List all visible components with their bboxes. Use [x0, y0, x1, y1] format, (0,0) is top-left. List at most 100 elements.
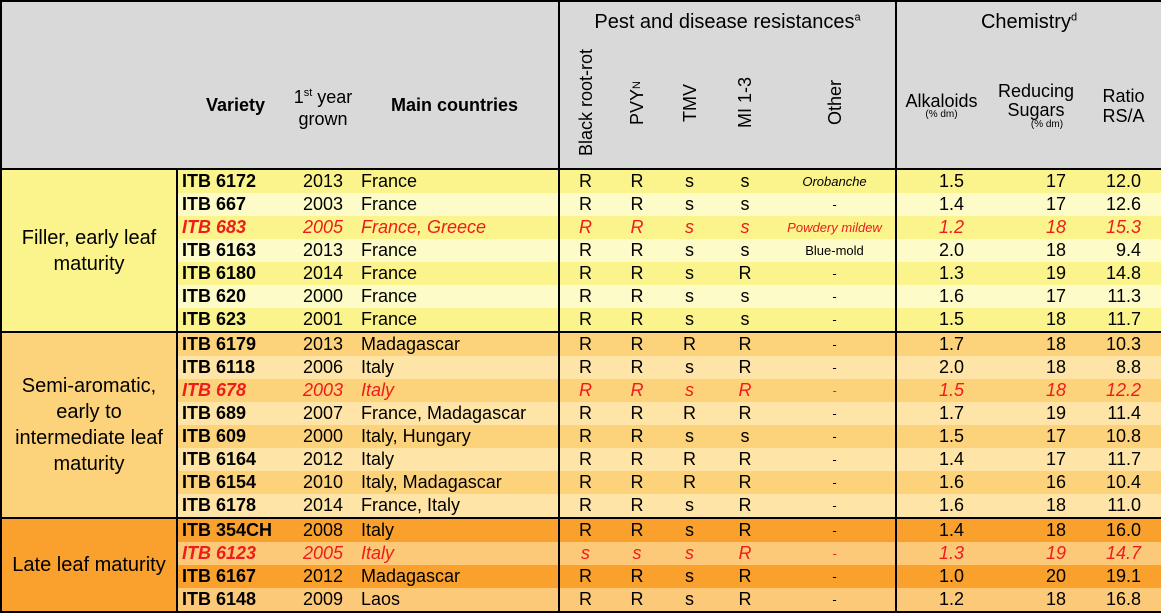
- alkaloids-value: 2.0: [895, 356, 986, 379]
- black-root-rot-value: R: [558, 262, 611, 285]
- year-grown: 2000: [289, 285, 357, 308]
- other-resistance: -: [774, 193, 896, 216]
- black-root-rot-value: R: [558, 308, 611, 333]
- other-column-header: Other: [774, 43, 896, 170]
- tmv-column-header: TMV: [663, 43, 716, 170]
- alkaloids-value: 1.4: [895, 448, 986, 471]
- tmv-value: s: [663, 262, 716, 285]
- chemistry-footnote: d: [1070, 11, 1078, 24]
- table-body: Filler, early leaf maturity ITB 6172 2013 F…: [0, 168, 1161, 613]
- main-countries: France: [357, 239, 559, 262]
- group-column-header: [0, 43, 177, 170]
- black-root-rot-value: R: [558, 588, 611, 613]
- year-grown: 2006: [289, 356, 357, 379]
- year-grown: 2003: [289, 379, 357, 402]
- black-root-rot-value: s: [558, 542, 611, 565]
- mi-value: R: [716, 471, 774, 494]
- reducing-sugars-value: 17: [986, 285, 1086, 308]
- mi-value: R: [716, 379, 774, 402]
- ratio-value: 12.6: [1086, 193, 1161, 216]
- reducing-sugars-value: 18: [986, 308, 1086, 333]
- alkaloids-value: 1.6: [895, 471, 986, 494]
- table-row: ITB 6154 2010 Italy, Madagascar R R R R -1.6 16 1…: [1, 471, 1161, 494]
- alkaloids-value: 1.3: [895, 262, 986, 285]
- table-row: ITB 6123 2005 Italy s s s R -1.3 19 14.7: [1, 542, 1161, 565]
- reducing-sugars-value: 19: [986, 262, 1086, 285]
- alkaloids-value: 1.0: [895, 565, 986, 588]
- pest-resistance-footnote: a: [854, 11, 861, 24]
- pvy-value: R: [611, 285, 663, 308]
- variety-name: ITB 6167: [176, 565, 289, 588]
- mi-value: s: [716, 169, 774, 193]
- alkaloids-value: 1.5: [895, 169, 986, 193]
- variety-name: ITB 678: [176, 379, 289, 402]
- mi-value: s: [716, 285, 774, 308]
- pvy-value: R: [611, 332, 663, 356]
- chemistry-header: Chemistryd: [894, 0, 1161, 43]
- black-root-rot-value: R: [558, 193, 611, 216]
- other-resistance: -: [774, 402, 896, 425]
- reducing-sugars-value: 17: [986, 448, 1086, 471]
- pvy-value: R: [611, 518, 663, 542]
- variety-name: ITB 6172: [176, 169, 289, 193]
- alkaloids-value: 1.5: [895, 308, 986, 333]
- year-grown: 2001: [289, 308, 357, 333]
- ratio-value: 11.7: [1086, 448, 1161, 471]
- pest-resistance-header: Pest and disease resistancesa: [558, 0, 896, 43]
- other-resistance: -: [774, 425, 896, 448]
- mi-value: s: [716, 216, 774, 239]
- reducing-sugars-value: 19: [986, 402, 1086, 425]
- table-row: ITB 689 2007 France, Madagascar R R R R -1.7 19 1…: [1, 402, 1161, 425]
- pvy-value: s: [611, 542, 663, 565]
- year-grown: 2000: [289, 425, 357, 448]
- pvy-value: R: [611, 379, 663, 402]
- ratio-value: 10.3: [1086, 332, 1161, 356]
- ratio-value: 16.8: [1086, 588, 1161, 613]
- group-label: Late leaf maturity: [0, 517, 177, 613]
- pvy-value: R: [611, 448, 663, 471]
- main-countries: Italy: [357, 518, 559, 542]
- black-root-rot-value: R: [558, 402, 611, 425]
- ratio-value: 15.3: [1086, 216, 1161, 239]
- pvy-column-header: PVYN: [611, 43, 663, 170]
- ratio-value: 11.4: [1086, 402, 1161, 425]
- black-root-rot-column-header: Black root-rot: [558, 43, 611, 170]
- other-resistance: -: [774, 448, 896, 471]
- tmv-value: s: [663, 379, 716, 402]
- ratio-value: 12.2: [1086, 379, 1161, 402]
- alkaloids-value: 1.2: [895, 588, 986, 613]
- black-root-rot-value: R: [558, 425, 611, 448]
- variety-name: ITB 6178: [176, 494, 289, 519]
- black-root-rot-value: R: [558, 494, 611, 519]
- main-countries: France: [357, 308, 559, 333]
- tmv-value: s: [663, 308, 716, 333]
- other-resistance: -: [774, 356, 896, 379]
- tmv-value: s: [663, 425, 716, 448]
- ratio-value: 10.8: [1086, 425, 1161, 448]
- tmv-value: s: [663, 216, 716, 239]
- reducing-sugars-value: 16: [986, 471, 1086, 494]
- reducing-sugars-value: 19: [986, 542, 1086, 565]
- group-label: Filler, early leaf maturity: [0, 168, 177, 333]
- pvy-value: R: [611, 356, 663, 379]
- alkaloids-value: 1.4: [895, 193, 986, 216]
- reducing-sugars-value: 18: [986, 588, 1086, 613]
- tmv-value: R: [663, 402, 716, 425]
- main-countries: France: [357, 262, 559, 285]
- main-countries: France, Greece: [357, 216, 559, 239]
- other-resistance: -: [774, 542, 896, 565]
- reducing-sugars-column-header: Reducing Sugars (% dm): [986, 43, 1086, 170]
- alkaloids-value: 2.0: [895, 239, 986, 262]
- year-grown: 2013: [289, 332, 357, 356]
- main-countries: Madagascar: [357, 565, 559, 588]
- mi-value: s: [716, 308, 774, 333]
- other-resistance: Orobanche: [774, 169, 896, 193]
- main-countries: France: [357, 285, 559, 308]
- variety-name: ITB 623: [176, 308, 289, 333]
- pvy-value: R: [611, 402, 663, 425]
- tmv-value: s: [663, 193, 716, 216]
